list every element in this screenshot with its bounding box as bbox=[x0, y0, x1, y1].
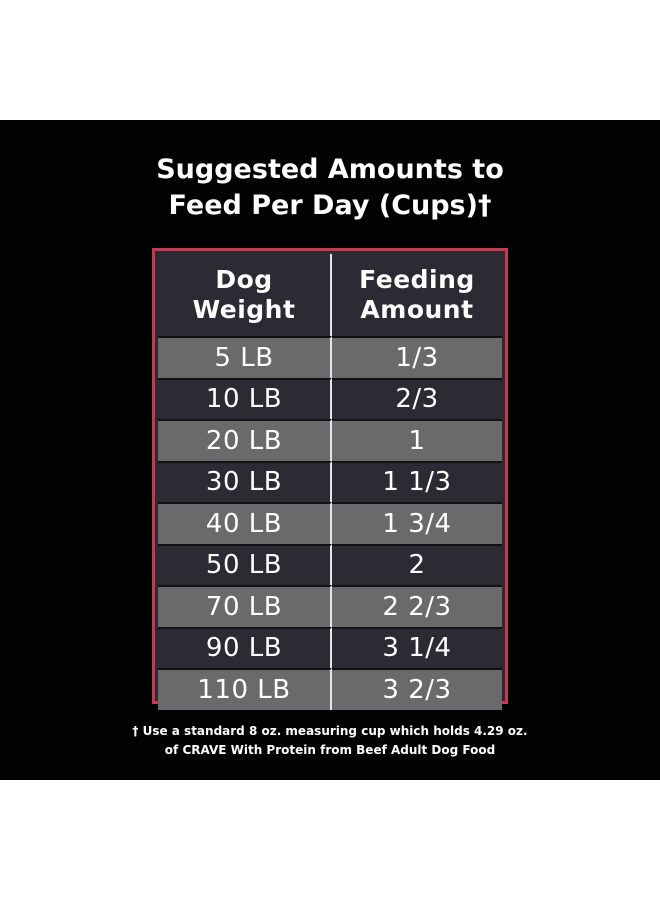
weight-cell: 110 LB bbox=[158, 668, 332, 710]
footnote-line-2: of CRAVE With Protein from Beef Adult Do… bbox=[164, 743, 496, 757]
table-row: 50 LB 2 bbox=[158, 543, 502, 585]
table-row: 10 LB 2/3 bbox=[158, 377, 502, 419]
weight-cell: 50 LB bbox=[158, 543, 332, 585]
title-line-2: Feed Per Day (Cups)† bbox=[168, 190, 492, 221]
table-row: 5 LB 1/3 bbox=[158, 336, 502, 378]
amount-cell: 1/3 bbox=[332, 336, 502, 378]
amount-cell: 3 1/4 bbox=[332, 626, 502, 668]
weight-cell: 5 LB bbox=[158, 336, 332, 378]
weight-cell: 90 LB bbox=[158, 626, 332, 668]
feeding-table-grid: Dog Weight Feeding Amount 5 LB 1/3 10 LB… bbox=[158, 254, 502, 710]
table-row: 30 LB 1 1/3 bbox=[158, 460, 502, 502]
weight-cell: 20 LB bbox=[158, 419, 332, 461]
weight-cell: 70 LB bbox=[158, 585, 332, 627]
header-dog-weight-line-1: Dog bbox=[215, 265, 273, 294]
feeding-table: Dog Weight Feeding Amount 5 LB 1/3 10 LB… bbox=[152, 248, 508, 710]
page-title: Suggested Amounts to Feed Per Day (Cups)… bbox=[0, 152, 660, 224]
header-feeding-amount-line-1: Feeding bbox=[359, 265, 475, 294]
table-row: 40 LB 1 3/4 bbox=[158, 502, 502, 544]
footnote: † Use a standard 8 oz. measuring cup whi… bbox=[0, 722, 660, 760]
header-feeding-amount-line-2: Amount bbox=[360, 295, 474, 324]
amount-cell: 2 bbox=[332, 543, 502, 585]
header-feeding-amount: Feeding Amount bbox=[332, 254, 502, 336]
title-line-1: Suggested Amounts to bbox=[156, 154, 504, 185]
table-header-row: Dog Weight Feeding Amount bbox=[158, 254, 502, 336]
table-row: 70 LB 2 2/3 bbox=[158, 585, 502, 627]
table-row: 90 LB 3 1/4 bbox=[158, 626, 502, 668]
weight-cell: 40 LB bbox=[158, 502, 332, 544]
amount-cell: 1 bbox=[332, 419, 502, 461]
amount-cell: 3 2/3 bbox=[332, 668, 502, 710]
table-row: 20 LB 1 bbox=[158, 419, 502, 461]
weight-cell: 10 LB bbox=[158, 377, 332, 419]
footnote-line-1: † Use a standard 8 oz. measuring cup whi… bbox=[132, 724, 528, 738]
header-dog-weight-line-2: Weight bbox=[192, 295, 296, 324]
amount-cell: 1 1/3 bbox=[332, 460, 502, 502]
table-row: 110 LB 3 2/3 bbox=[158, 668, 502, 710]
amount-cell: 2 2/3 bbox=[332, 585, 502, 627]
header-dog-weight: Dog Weight bbox=[158, 254, 332, 336]
amount-cell: 2/3 bbox=[332, 377, 502, 419]
amount-cell: 1 3/4 bbox=[332, 502, 502, 544]
weight-cell: 30 LB bbox=[158, 460, 332, 502]
